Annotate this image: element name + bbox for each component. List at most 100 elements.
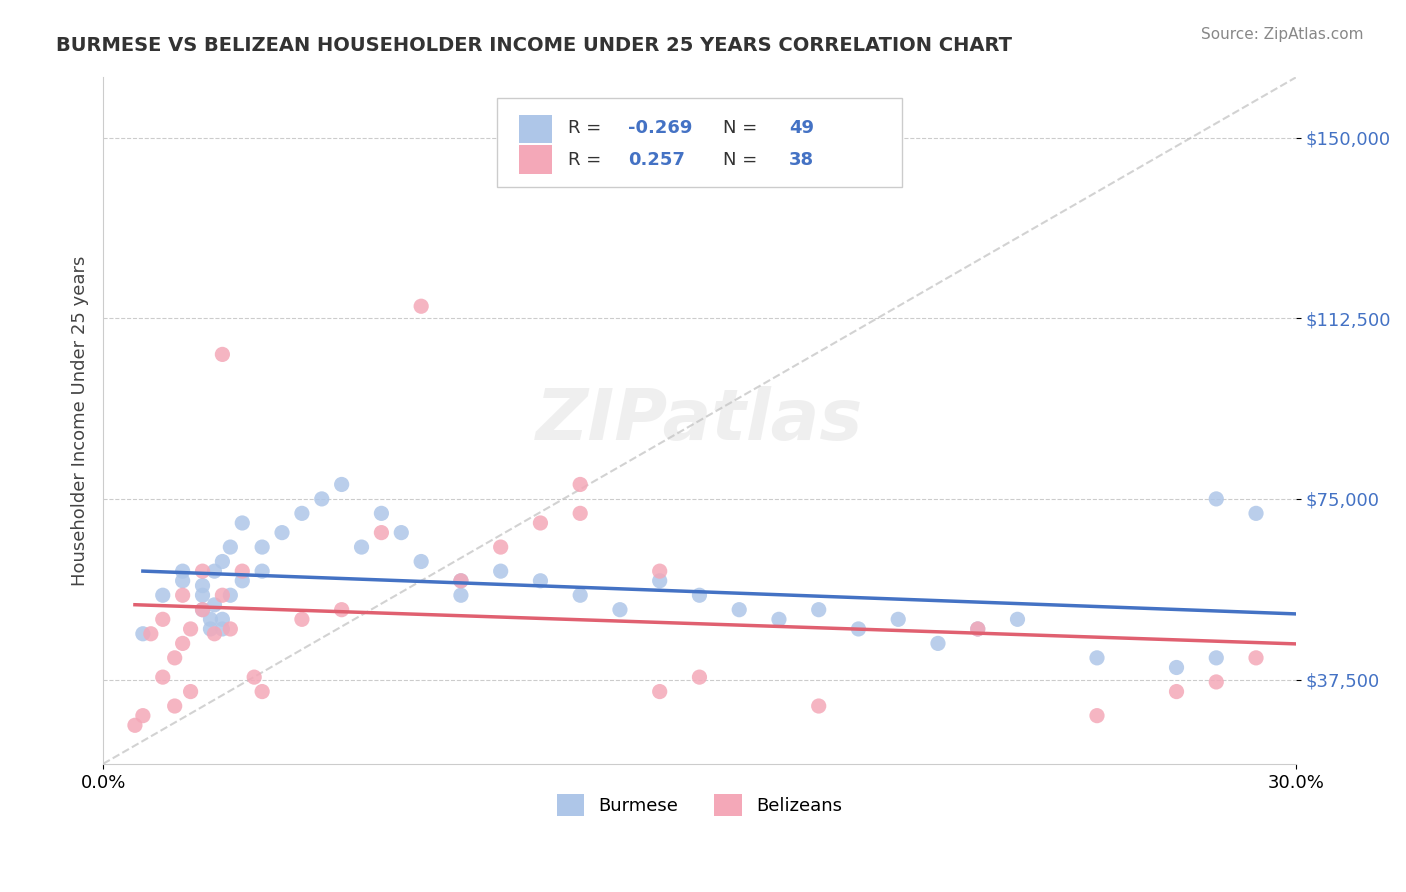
Point <box>1205 675 1227 690</box>
Point <box>191 603 214 617</box>
Point <box>152 612 174 626</box>
Point <box>411 299 433 313</box>
Text: N =: N = <box>723 120 763 137</box>
Point <box>1085 708 1108 723</box>
Point <box>411 555 433 569</box>
Point <box>1166 684 1188 698</box>
Point <box>172 564 194 578</box>
Point <box>966 622 988 636</box>
Text: R =: R = <box>568 151 607 169</box>
Point <box>370 525 392 540</box>
Point <box>243 670 266 684</box>
Point <box>609 603 631 617</box>
Point <box>200 622 222 636</box>
Point <box>350 540 373 554</box>
Point <box>966 622 988 636</box>
Y-axis label: Householder Income Under 25 years: Householder Income Under 25 years <box>72 255 89 586</box>
Point <box>1166 660 1188 674</box>
Point <box>807 603 830 617</box>
Point <box>191 603 214 617</box>
Point <box>370 507 392 521</box>
Point <box>728 603 751 617</box>
Point <box>848 622 870 636</box>
Point <box>163 651 186 665</box>
Point <box>648 564 671 578</box>
Text: R =: R = <box>568 120 607 137</box>
Point <box>250 540 273 554</box>
Point <box>489 540 512 554</box>
Point <box>231 516 253 530</box>
Point <box>807 699 830 714</box>
Point <box>132 627 155 641</box>
Point <box>191 579 214 593</box>
Point <box>450 574 472 588</box>
Point <box>291 507 314 521</box>
Point <box>219 622 242 636</box>
Text: 49: 49 <box>789 120 814 137</box>
Point <box>1205 491 1227 506</box>
Point <box>250 564 273 578</box>
Point <box>330 477 353 491</box>
Point <box>139 627 162 641</box>
Point <box>1085 651 1108 665</box>
Point <box>688 670 710 684</box>
Point <box>311 491 333 506</box>
FancyBboxPatch shape <box>519 145 551 174</box>
Point <box>1007 612 1029 626</box>
Point <box>291 612 314 626</box>
Point <box>172 588 194 602</box>
FancyBboxPatch shape <box>496 98 903 187</box>
Text: N =: N = <box>723 151 763 169</box>
Point <box>211 612 233 626</box>
Text: -0.269: -0.269 <box>628 120 692 137</box>
Point <box>152 588 174 602</box>
Point <box>271 525 294 540</box>
Point <box>172 636 194 650</box>
Point <box>211 555 233 569</box>
Point <box>152 670 174 684</box>
Point <box>231 564 253 578</box>
Point <box>450 588 472 602</box>
Point <box>927 636 949 650</box>
Point <box>250 684 273 698</box>
FancyBboxPatch shape <box>519 114 551 144</box>
Point <box>191 588 214 602</box>
Point <box>204 627 226 641</box>
Point <box>648 684 671 698</box>
Point <box>389 525 412 540</box>
Point <box>132 708 155 723</box>
Point <box>450 574 472 588</box>
Point <box>219 588 242 602</box>
Point <box>180 622 202 636</box>
Point <box>569 477 592 491</box>
Point <box>219 540 242 554</box>
Point <box>172 574 194 588</box>
Point <box>211 347 233 361</box>
Point <box>180 684 202 698</box>
Text: BURMESE VS BELIZEAN HOUSEHOLDER INCOME UNDER 25 YEARS CORRELATION CHART: BURMESE VS BELIZEAN HOUSEHOLDER INCOME U… <box>56 36 1012 54</box>
Legend: Burmese, Belizeans: Burmese, Belizeans <box>550 787 849 823</box>
Point <box>1244 507 1267 521</box>
Point <box>124 718 146 732</box>
Point <box>569 507 592 521</box>
Point <box>887 612 910 626</box>
Text: 38: 38 <box>789 151 814 169</box>
Point <box>204 564 226 578</box>
Point <box>529 516 551 530</box>
Point <box>163 699 186 714</box>
Text: ZIPatlas: ZIPatlas <box>536 386 863 455</box>
Point <box>688 588 710 602</box>
Point <box>231 574 253 588</box>
Point <box>330 603 353 617</box>
Point <box>191 564 214 578</box>
Point <box>211 588 233 602</box>
Point <box>768 612 790 626</box>
Point <box>569 588 592 602</box>
Point <box>489 564 512 578</box>
Point <box>211 622 233 636</box>
Point <box>1244 651 1267 665</box>
Point <box>1205 651 1227 665</box>
Point <box>648 574 671 588</box>
Point <box>204 598 226 612</box>
Text: Source: ZipAtlas.com: Source: ZipAtlas.com <box>1201 27 1364 42</box>
